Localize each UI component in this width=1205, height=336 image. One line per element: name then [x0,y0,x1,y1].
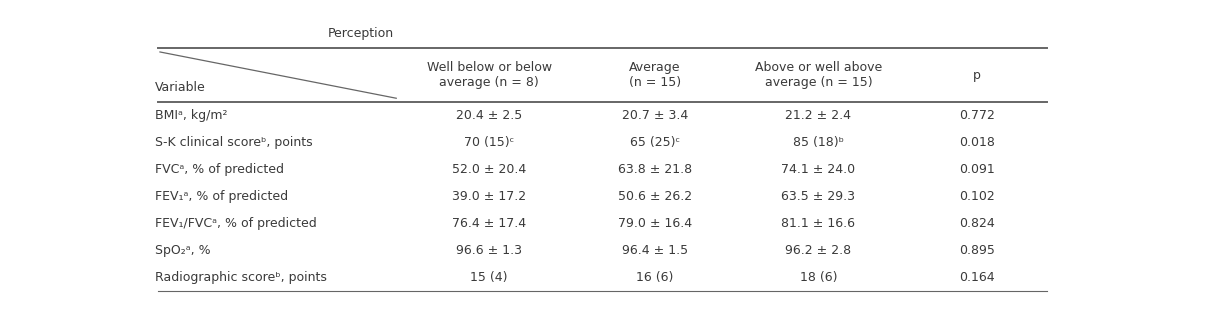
Text: Perception: Perception [328,27,393,40]
Text: 0.091: 0.091 [959,163,995,176]
Text: Average
(n = 15): Average (n = 15) [629,61,681,89]
Text: BMIᵃ, kg/m²: BMIᵃ, kg/m² [155,109,228,122]
Text: 0.102: 0.102 [959,190,995,203]
Text: 39.0 ± 17.2: 39.0 ± 17.2 [452,190,527,203]
Text: FVCᵃ, % of predicted: FVCᵃ, % of predicted [155,163,284,176]
Text: FEV₁/FVCᵃ, % of predicted: FEV₁/FVCᵃ, % of predicted [155,217,317,230]
Text: 0.164: 0.164 [959,271,995,284]
Text: 76.4 ± 17.4: 76.4 ± 17.4 [452,217,527,230]
Text: 63.8 ± 21.8: 63.8 ± 21.8 [618,163,692,176]
Text: 65 (25)ᶜ: 65 (25)ᶜ [630,136,680,149]
Text: 0.018: 0.018 [959,136,995,149]
Text: 18 (6): 18 (6) [800,271,837,284]
Text: 96.6 ± 1.3: 96.6 ± 1.3 [457,244,522,257]
Text: p: p [974,69,981,82]
Text: 85 (18)ᵇ: 85 (18)ᵇ [793,136,843,149]
Text: 20.4 ± 2.5: 20.4 ± 2.5 [455,109,522,122]
Text: 0.772: 0.772 [959,109,995,122]
Text: Variable: Variable [155,81,206,94]
Text: 81.1 ± 16.6: 81.1 ± 16.6 [781,217,856,230]
Text: S-K clinical scoreᵇ, points: S-K clinical scoreᵇ, points [155,136,313,149]
Text: 96.4 ± 1.5: 96.4 ± 1.5 [622,244,688,257]
Text: FEV₁ᵃ, % of predicted: FEV₁ᵃ, % of predicted [155,190,288,203]
Text: 74.1 ± 24.0: 74.1 ± 24.0 [781,163,856,176]
Text: Well below or below
average (n = 8): Well below or below average (n = 8) [427,61,552,89]
Text: Above or well above
average (n = 15): Above or well above average (n = 15) [754,61,882,89]
Text: 52.0 ± 20.4: 52.0 ± 20.4 [452,163,527,176]
Text: 21.2 ± 2.4: 21.2 ± 2.4 [786,109,852,122]
Text: 0.895: 0.895 [959,244,995,257]
Text: 20.7 ± 3.4: 20.7 ± 3.4 [622,109,688,122]
Text: 0.824: 0.824 [959,217,995,230]
Text: 63.5 ± 29.3: 63.5 ± 29.3 [781,190,856,203]
Text: SpO₂ᵃ, %: SpO₂ᵃ, % [155,244,211,257]
Text: 96.2 ± 2.8: 96.2 ± 2.8 [786,244,852,257]
Text: 50.6 ± 26.2: 50.6 ± 26.2 [618,190,692,203]
Text: 15 (4): 15 (4) [470,271,507,284]
Text: Radiographic scoreᵇ, points: Radiographic scoreᵇ, points [155,271,328,284]
Text: 16 (6): 16 (6) [636,271,674,284]
Text: 79.0 ± 16.4: 79.0 ± 16.4 [618,217,692,230]
Text: 70 (15)ᶜ: 70 (15)ᶜ [464,136,515,149]
